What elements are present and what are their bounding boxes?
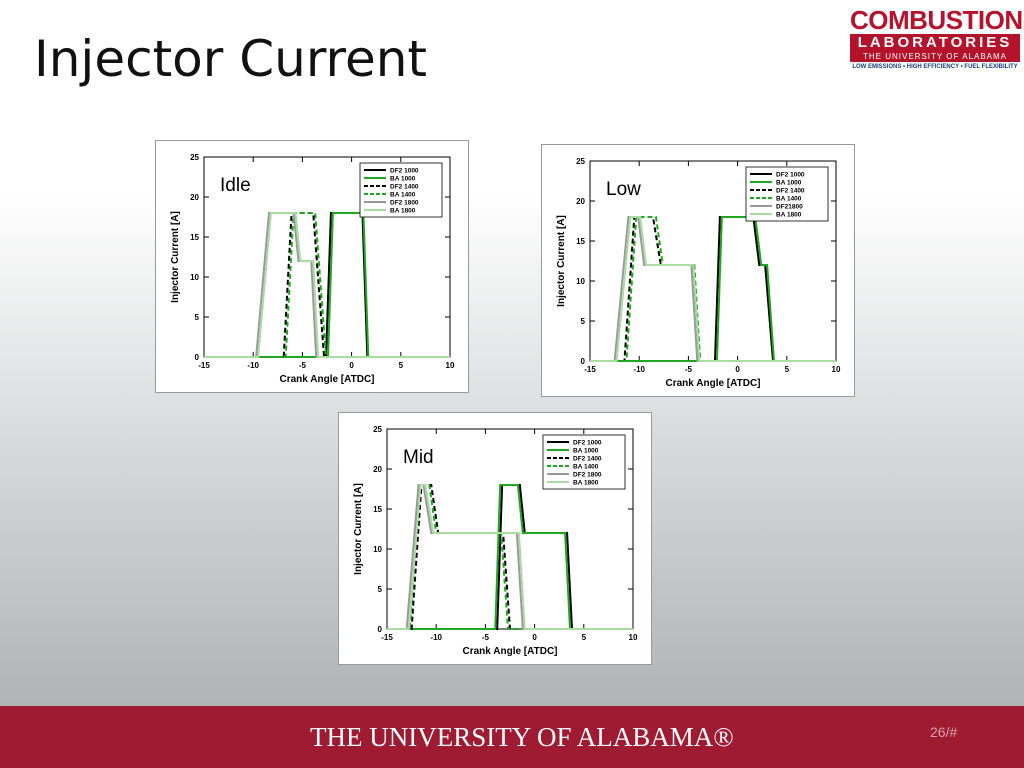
y-tick-label: 25 [190,153,199,162]
logo-motto: LOW EMISSIONS • HIGH EFFICIENCY • FUEL F… [852,64,1018,70]
x-tick-label: 5 [582,633,587,642]
y-tick-label: 5 [581,317,586,326]
series-line [387,484,633,630]
x-tick-label: -15 [381,633,393,642]
legend-label: BA 1800 [776,212,802,219]
series-line [387,484,633,630]
x-axis-label: Crank Angle [ATDC] [666,378,761,389]
x-tick-label: -5 [482,633,490,642]
legend-label: BA 1000 [390,176,416,183]
logo: COMBUSTION LABORATORIES THE UNIVERSITY O… [850,5,1023,72]
x-tick-label: 0 [735,365,740,374]
x-tick-label: 10 [832,365,841,374]
logo-sub: LABORATORIES [850,34,1020,52]
y-tick-label: 20 [190,193,199,202]
x-axis-label: Crank Angle [ATDC] [280,374,375,385]
legend-label: DF2 1400 [390,184,419,191]
x-tick-label: -5 [299,361,307,370]
x-tick-label: -10 [633,365,645,374]
x-tick-label: 0 [349,361,354,370]
y-tick-label: 10 [576,277,585,286]
footer-text: THE UNIVERSITY OF ALABAMA® [310,722,734,752]
x-tick-label: 10 [446,361,455,370]
y-tick-label: 20 [576,197,585,206]
y-axis-label: Injector Current [A] [170,211,181,303]
legend-label: DF2 1000 [573,440,602,447]
legend-label: DF2 1000 [776,172,805,179]
x-tick-label: 10 [629,633,638,642]
series-line [387,484,633,630]
series-line [387,484,633,630]
series-line [590,216,836,362]
x-tick-label: -10 [247,361,259,370]
series-line [204,212,450,358]
x-tick-label: 0 [532,633,537,642]
legend-label: DF21800 [776,204,803,211]
legend-label: DF2 1400 [573,456,602,463]
series-line [590,216,836,362]
page-number: 26/# [930,724,958,740]
annotation: Mid [403,447,434,468]
legend-label: BA 1800 [573,480,599,487]
x-tick-label: 5 [785,365,790,374]
legend-label: BA 1400 [573,464,599,471]
logo-name: COMBUSTION [850,5,1023,35]
y-tick-label: 25 [576,157,585,166]
y-tick-label: 0 [581,357,586,366]
y-axis-label: Injector Current [A] [353,483,364,575]
legend-label: BA 1000 [573,448,599,455]
y-tick-label: 15 [190,233,199,242]
x-tick-label: 5 [399,361,404,370]
legend-label: BA 1400 [390,192,416,199]
x-axis-label: Crank Angle [ATDC] [463,646,558,657]
x-tick-label: -15 [198,361,210,370]
legend-box [542,434,626,490]
y-tick-label: 0 [378,625,383,634]
annotation: Low [606,179,641,200]
y-tick-label: 15 [373,505,382,514]
legend-label: BA 1000 [776,180,802,187]
chart: -15 -10 -5 0 5 10 0 5 10 15 20 25 Crank Angle [ATDC]… [155,140,469,393]
legend-box [745,166,829,222]
y-tick-label: 5 [195,313,200,322]
chart: -15 -10 -5 0 5 10 0 5 10 15 20 25 Crank Angle [ATDC]… [338,412,652,665]
slide-title: Injector Current [34,30,428,88]
series-line [590,216,836,362]
y-tick-label: 25 [373,425,382,434]
x-tick-label: -15 [584,365,596,374]
y-tick-label: 10 [190,273,199,282]
legend-label: DF2 1800 [390,200,419,207]
y-tick-label: 15 [576,237,585,246]
footer: THE UNIVERSITY OF ALABAMA® 26/# [0,706,1024,768]
y-tick-label: 10 [373,545,382,554]
legend-label: DF2 1800 [573,472,602,479]
chart: -15 -10 -5 0 5 10 0 5 10 15 20 25 Crank Angle [ATDC]… [541,144,855,397]
y-tick-label: 0 [195,353,200,362]
y-tick-label: 20 [373,465,382,474]
y-tick-label: 5 [378,585,383,594]
y-axis-label: Injector Current [A] [556,215,567,307]
legend-label: BA 1400 [776,196,802,203]
logo-school: THE UNIVERSITY OF ALABAMA [850,52,1020,62]
series-line [387,484,633,630]
x-tick-label: -10 [430,633,442,642]
legend-label: BA 1800 [390,208,416,215]
series-line [204,212,450,358]
legend-box [359,162,443,218]
series-line [204,212,450,358]
series-line [590,216,836,362]
series-line [590,216,836,362]
legend-label: DF2 1400 [776,188,805,195]
annotation: Idle [220,175,251,196]
legend-label: DF2 1000 [390,168,419,175]
x-tick-label: -5 [685,365,693,374]
series-line [387,484,633,630]
